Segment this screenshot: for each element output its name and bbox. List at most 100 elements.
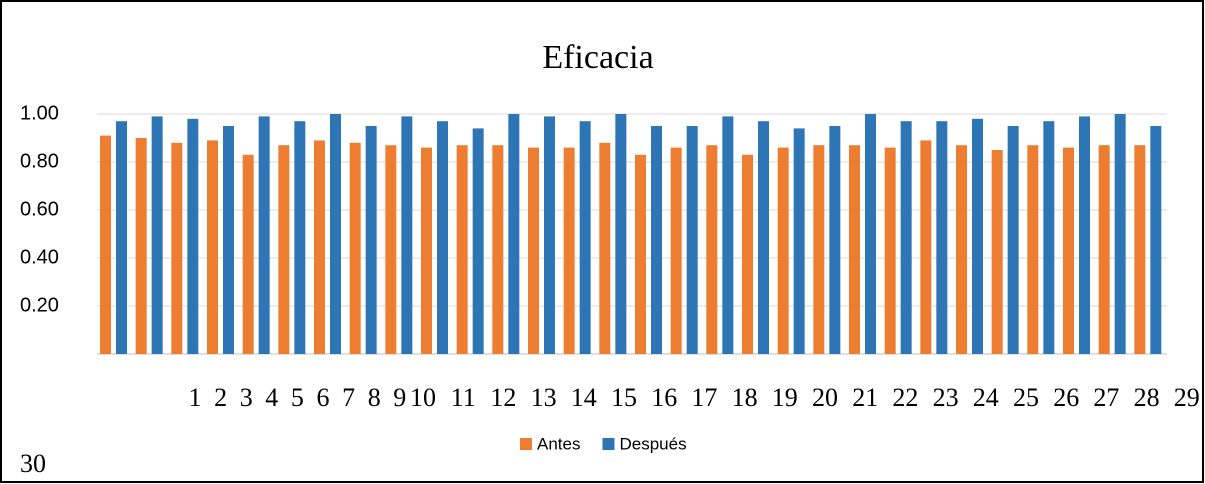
bar xyxy=(829,126,841,354)
x-tick-label: 23 xyxy=(933,383,959,412)
x-tick-label: 11 xyxy=(451,383,476,412)
y-tick-label: 1.00 xyxy=(20,102,59,124)
bar xyxy=(722,116,734,355)
bar xyxy=(599,142,611,354)
bar xyxy=(813,145,825,354)
y-tick-label: 0.20 xyxy=(20,294,59,316)
bar xyxy=(365,126,377,354)
bar xyxy=(171,142,183,354)
legend-label: Antes xyxy=(537,434,580,453)
bar xyxy=(314,140,325,354)
x-tick-label: 12 xyxy=(490,383,516,412)
bar xyxy=(579,121,591,354)
bar xyxy=(223,126,234,354)
x-tick-label: 2 xyxy=(214,383,227,412)
bar xyxy=(1114,114,1126,354)
bar xyxy=(670,147,682,354)
bar xyxy=(100,135,111,354)
bar xyxy=(686,126,698,354)
bar xyxy=(991,150,1003,354)
bar xyxy=(278,145,290,354)
bar xyxy=(1098,145,1110,354)
x-tick-label: 24 xyxy=(973,383,999,412)
bar xyxy=(207,140,218,354)
x-tick-label: 6 xyxy=(317,383,330,412)
bar xyxy=(1007,126,1019,354)
bar xyxy=(508,114,520,354)
bar xyxy=(635,154,646,354)
x-tick-label: 17 xyxy=(691,383,717,412)
bar xyxy=(742,154,753,354)
bar xyxy=(242,154,254,354)
x-tick-label: 27 xyxy=(1093,383,1119,412)
x-tick-label: 8 xyxy=(368,383,381,412)
y-tick-label: 0.80 xyxy=(20,150,59,172)
x-tick-label: 28 xyxy=(1134,383,1160,412)
x-tick-label: 4 xyxy=(265,383,278,412)
bar xyxy=(900,121,912,354)
x-tick-label: 18 xyxy=(732,383,758,412)
x-tick-label: 20 xyxy=(812,383,838,412)
x-tick-label: 15 xyxy=(611,383,637,412)
bar xyxy=(492,145,504,354)
y-tick-label: 0.60 xyxy=(20,198,59,220)
x-tick-label: 26 xyxy=(1053,383,1079,412)
x-tick-label: 22 xyxy=(892,383,918,412)
bar xyxy=(758,121,769,354)
bar xyxy=(1063,147,1074,354)
legend-swatch xyxy=(602,438,615,450)
bar xyxy=(615,114,627,354)
bar xyxy=(437,121,448,354)
bar xyxy=(187,118,199,354)
bar xyxy=(349,142,361,354)
x-tick-label: 5 xyxy=(291,383,304,412)
bar xyxy=(920,140,932,354)
bar xyxy=(1079,116,1090,355)
legend-label: Después xyxy=(619,434,686,453)
bar xyxy=(777,147,789,354)
x-tick-label: 3 xyxy=(240,383,253,412)
bar xyxy=(956,145,967,354)
chart-title: Eficacia xyxy=(542,39,653,76)
bar xyxy=(1027,145,1039,354)
bar xyxy=(1150,126,1162,354)
x-tick-label: 7 xyxy=(342,383,355,412)
bar xyxy=(528,147,539,354)
bar xyxy=(1134,145,1146,354)
bar xyxy=(456,145,468,354)
bar xyxy=(116,121,127,354)
bar xyxy=(563,147,575,354)
bar xyxy=(849,145,860,354)
x-tick-label: 14 xyxy=(571,383,597,412)
bar xyxy=(401,116,413,355)
x-tick-label: 10 xyxy=(410,383,436,412)
bar xyxy=(135,138,147,354)
bar xyxy=(258,116,270,355)
bar xyxy=(1043,121,1055,354)
bar xyxy=(936,121,948,354)
x-tick-label: 19 xyxy=(772,383,798,412)
bar xyxy=(972,118,983,354)
bar xyxy=(385,145,397,354)
bar xyxy=(884,147,896,354)
bar xyxy=(294,121,306,354)
legend-swatch xyxy=(520,438,532,450)
bar xyxy=(472,128,484,354)
y-tick-label: 0.40 xyxy=(20,246,59,268)
x-tick-label: 29 xyxy=(1174,383,1200,412)
bar xyxy=(330,114,341,354)
x-tick-label: 9 xyxy=(393,383,406,412)
bar xyxy=(151,116,163,355)
x-tick-label: 1 xyxy=(189,383,202,412)
x-tick-label: 30 xyxy=(20,449,46,478)
x-tick-label: 16 xyxy=(651,383,677,412)
bar xyxy=(421,147,432,354)
bar xyxy=(865,114,876,354)
bar xyxy=(544,116,555,355)
bar xyxy=(793,128,805,354)
x-tick-label: 21 xyxy=(852,383,878,412)
bar xyxy=(651,126,662,354)
x-tick-label: 25 xyxy=(1013,383,1039,412)
x-tick-label: 13 xyxy=(531,383,557,412)
